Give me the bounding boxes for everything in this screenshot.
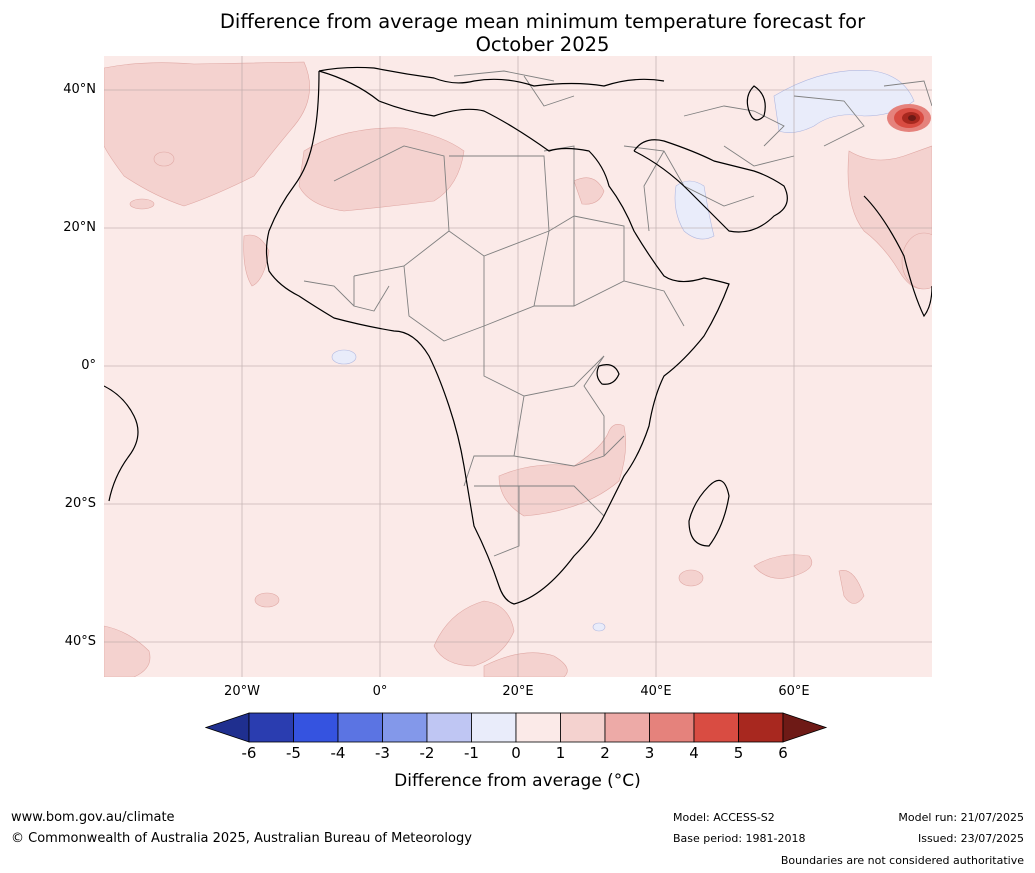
footer-model: Model: ACCESS-S2 [673,811,775,824]
graticule [104,56,932,677]
chart-title: Difference from average mean minimum tem… [105,10,980,56]
lon-label-20w: 20°W [224,684,260,699]
cool-area-arabia [674,180,715,240]
colorbar-tick-label: 1 [555,744,566,762]
colorbar-tick-label: 2 [600,744,610,762]
colorbar-tick-label: 4 [689,744,699,762]
warm-area-arabia [573,177,605,205]
warm-area-west-africa-coast [243,234,270,287]
colorbar [205,712,828,743]
colorbar-tick-label: -2 [419,744,435,762]
colorbar-swatch [426,712,472,743]
lat-label-20s: 20°S [64,496,96,511]
coast-caspian [746,85,766,121]
cool-area-gulf-of-guinea [331,349,357,365]
colorbar-tick-label: -5 [286,744,301,762]
warm-area-north-atlantic [104,61,310,207]
lat-label-40s: 40°S [64,634,96,649]
hotspot-himalaya [887,104,931,132]
coastlines [104,66,932,605]
colorbar-swatch [471,712,517,743]
coast-europe [318,66,665,87]
colorbar-tick-label: -3 [375,744,390,762]
warm-area-patch-3 [129,198,155,210]
lon-label-60e: 60°E [778,684,810,699]
footer-base-period: Base period: 1981-2018 [673,832,806,845]
coast-africa [265,70,730,605]
lon-label-20e: 20°E [502,684,534,699]
footer-copyright: © Commonwealth of Australia 2025, Austra… [11,831,472,846]
warm-area-patch-2 [153,151,175,167]
colorbar-swatch [515,712,561,743]
colorbar-tick-label: 0 [511,744,521,762]
colorbar-swatch [649,712,695,743]
coast-madagascar [688,479,730,547]
coast-lake-victoria [596,364,620,385]
warm-area-south-atlantic-2 [254,592,280,608]
footer-website: www.bom.gov.au/climate [11,810,175,825]
colorbar-swatch [738,712,784,743]
lat-label-20n: 20°N [63,220,96,235]
colorbar-tick-label: 6 [778,744,788,762]
footer-model-run: Model run: 21/07/2025 [898,811,1024,824]
warm-area-south-atlantic [433,600,515,667]
colorbar-swatch [248,712,294,743]
footer-issued: Issued: 23/07/2025 [917,832,1024,845]
title-line-2: October 2025 [475,33,610,56]
colorbar-swatch [293,712,339,743]
colorbar-tick-label: -4 [330,744,346,762]
colorbar-label: Difference from average (°C) [394,771,641,791]
warm-area-indian-ocean [753,554,813,579]
warm-area-southwest-atlantic [104,625,151,677]
footer-disclaimer: Boundaries are not considered authoritat… [780,854,1024,867]
lat-label-40n: 40°N [63,82,96,97]
warm-anomaly-areas [104,61,932,677]
coast-india [863,195,932,318]
colorbar-tick-label: -6 [241,744,257,762]
cool-area-south-atlantic [592,622,606,632]
title-line-1: Difference from average mean minimum tem… [219,10,866,33]
forecast-map [104,56,932,677]
warm-area-patch-1 [678,569,704,587]
warm-area-north-africa [298,127,465,212]
colorbar-swatch [382,712,428,743]
colorbar-swatch [337,712,383,743]
colorbar-swatch [560,712,606,743]
colorbar-tick-label: -1 [464,744,479,762]
lon-label-0: 0° [372,684,388,699]
colorbar-swatch [604,712,650,743]
warm-area-madagascar-east [838,569,865,604]
colorbar-extend-low [205,712,250,743]
colorbar-tick-label: 5 [733,744,744,762]
colorbar-swatch [693,712,739,743]
lat-label-0: 0° [81,358,96,373]
coast-arabia [633,139,788,233]
lon-label-40e: 40°E [640,684,672,699]
coast-south-america [104,385,139,502]
colorbar-extend-high [782,712,828,743]
colorbar-tick-label: 3 [644,744,655,762]
warm-area-south-ocean [483,652,568,677]
